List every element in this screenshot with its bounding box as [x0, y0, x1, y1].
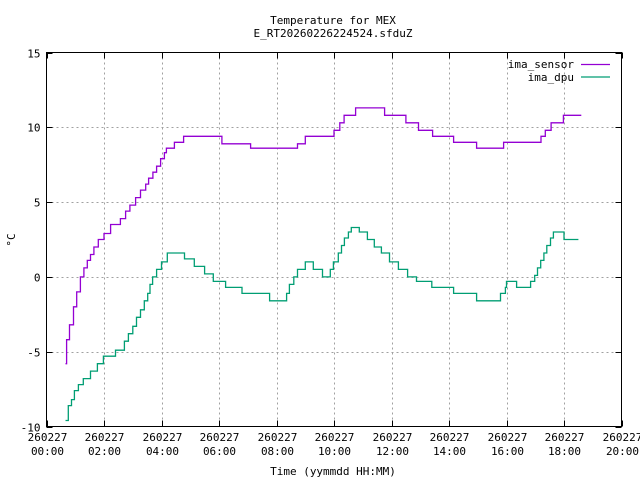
x-tick-label-time: 08:00: [261, 445, 294, 458]
series-lines: [65, 107, 582, 422]
x-tick-label-date: 260227: [430, 431, 470, 444]
x-tick-label-time: 00:00: [31, 445, 64, 458]
x-tick-label-time: 16:00: [491, 445, 524, 458]
y-tick-label: 10: [27, 122, 40, 135]
x-tick-label-time: 18:00: [548, 445, 581, 458]
x-tick-label-time: 12:00: [376, 445, 409, 458]
x-axis-label: Time (yymmdd HH:MM): [270, 465, 396, 478]
legend-label-ima-dpu: ima_dpu: [528, 71, 574, 84]
legend-label-ima-sensor: ima_sensor: [508, 58, 575, 71]
x-tick-label-date: 260227: [258, 431, 298, 444]
x-tick-label-date: 260227: [488, 431, 528, 444]
series-line-ima-dpu: [65, 226, 579, 422]
series-line-ima-sensor: [65, 107, 582, 365]
x-tick-label-time: 14:00: [433, 445, 466, 458]
x-tick-label-date: 260227: [545, 431, 585, 444]
grid-lines: [46, 52, 622, 427]
y-tick-label: 15: [27, 48, 40, 61]
x-tick-label-time: 10:00: [318, 445, 351, 458]
x-tick-label-date: 260227: [143, 431, 183, 444]
x-tick-label-time: 02:00: [88, 445, 121, 458]
y-tick-label: -10: [21, 422, 41, 435]
x-tick-label-time: 04:00: [146, 445, 179, 458]
x-tick-label-date: 260227: [603, 431, 640, 444]
y-tick-label: 5: [34, 197, 41, 210]
y-tick-label: -5: [27, 347, 40, 360]
legend: ima_sensor ima_dpu: [508, 58, 610, 84]
x-tick-label-time: 06:00: [203, 445, 236, 458]
x-tick-label-date: 260227: [28, 431, 68, 444]
chart-title-line-2: E_RT20260226224524.sfduZ: [254, 27, 413, 40]
axis-ticks: 26022700:0026022702:0026022704:002602270…: [21, 48, 640, 459]
x-tick-label-date: 260227: [85, 431, 125, 444]
chart-title-line-1: Temperature for MEX: [270, 14, 396, 27]
y-axis-label: °C: [5, 233, 18, 246]
x-tick-label-date: 260227: [373, 431, 413, 444]
x-tick-label-date: 260227: [315, 431, 355, 444]
y-tick-label: 0: [34, 272, 41, 285]
x-tick-label-time: 20:00: [606, 445, 639, 458]
x-tick-label-date: 260227: [200, 431, 240, 444]
